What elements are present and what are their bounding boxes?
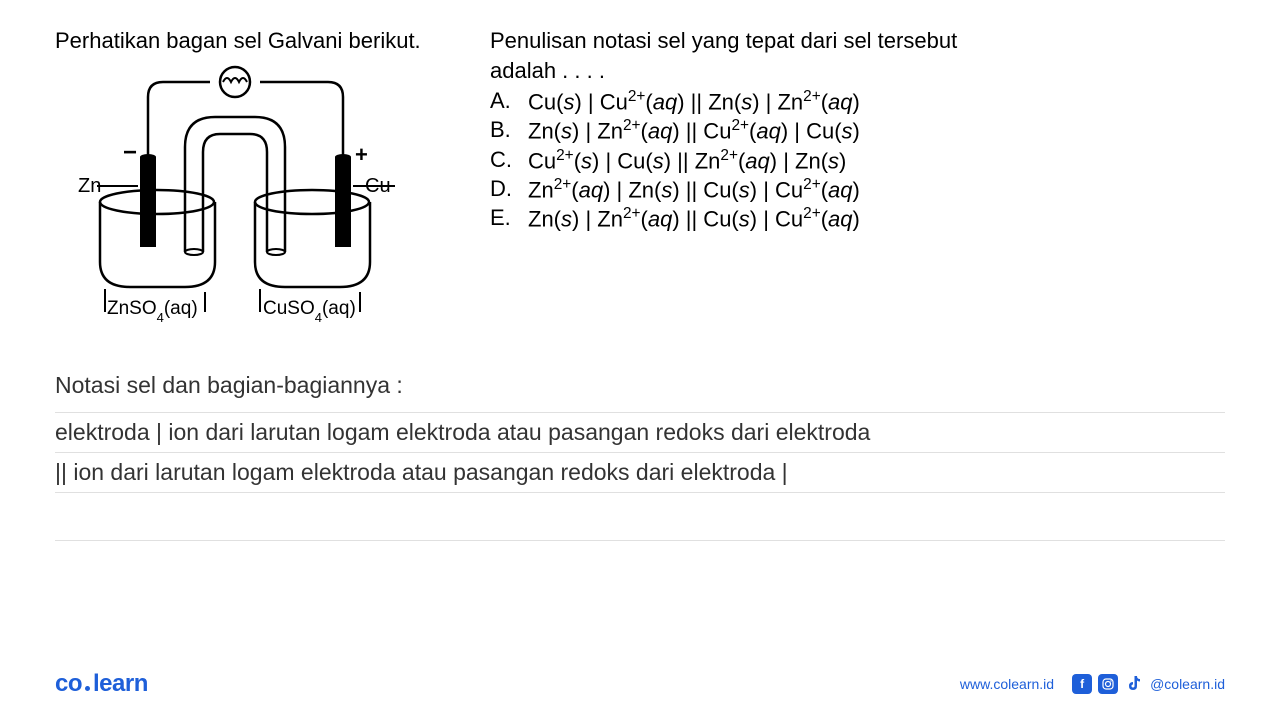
footer-right: www.colearn.id f @colearn.id [960,674,1225,694]
tiktok-icon [1124,674,1144,694]
colearn-logo: co learn [55,670,148,698]
explanation-line-1: elektroda | ion dari larutan logam elekt… [55,412,1225,453]
intro-text: Perhatikan bagan sel Galvani berikut. [55,28,475,54]
option-letter: A. [490,88,528,115]
option-letter: B. [490,117,528,144]
svg-text:+: + [355,142,368,167]
svg-text:ZnSO4(aq): ZnSO4(aq) [107,298,198,322]
option-letter: C. [490,147,528,174]
footer: co learn www.colearn.id f @colearn.id [55,670,1225,698]
explanation-line-2: || ion dari larutan logam elektroda atau… [55,452,1225,493]
galvanic-cell-diagram: Zn Cu − + ZnSO4(aq) CuSO4(aq) [55,62,415,322]
svg-text:CuSO4(aq): CuSO4(aq) [263,298,356,322]
explanation-title: Notasi sel dan bagian-bagiannya : [55,372,1225,405]
right-column: Penulisan notasi sel yang tepat dari sel… [490,28,1225,322]
option-row: D.Zn2+(aq) | Zn(s) || Cu(s) | Cu2+(aq) [490,176,1225,203]
option-text: Zn(s) | Zn2+(aq) || Cu(s) | Cu2+(aq) [528,205,1225,232]
option-text: Cu(s) | Cu2+(aq) || Zn(s) | Zn2+(aq) [528,88,1225,115]
svg-text:−: − [123,139,137,166]
logo-dot [85,686,90,691]
website-url: www.colearn.id [960,676,1054,692]
option-letter: D. [490,176,528,203]
question-prompt-1: Penulisan notasi sel yang tepat dari sel… [490,28,1225,54]
option-row: A.Cu(s) | Cu2+(aq) || Zn(s) | Zn2+(aq) [490,88,1225,115]
logo-learn: learn [93,670,148,698]
logo-co: co [55,670,82,698]
explanation-empty-line [55,493,1225,541]
option-row: C.Cu2+(s) | Cu(s) || Zn2+(aq) | Zn(s) [490,147,1225,174]
options-list: A.Cu(s) | Cu2+(aq) || Zn(s) | Zn2+(aq)B.… [490,88,1225,233]
social-icons: f @colearn.id [1072,674,1225,694]
option-text: Cu2+(s) | Cu(s) || Zn2+(aq) | Zn(s) [528,147,1225,174]
option-text: Zn(s) | Zn2+(aq) || Cu2+(aq) | Cu(s) [528,117,1225,144]
question-prompt-2: adalah . . . . [490,58,1225,84]
social-handle: @colearn.id [1150,676,1225,692]
instagram-icon [1098,674,1118,694]
left-column: Perhatikan bagan sel Galvani berikut. [55,28,475,322]
option-text: Zn2+(aq) | Zn(s) || Cu(s) | Cu2+(aq) [528,176,1225,203]
option-row: B.Zn(s) | Zn2+(aq) || Cu2+(aq) | Cu(s) [490,117,1225,144]
facebook-icon: f [1072,674,1092,694]
option-row: E.Zn(s) | Zn2+(aq) || Cu(s) | Cu2+(aq) [490,205,1225,232]
option-letter: E. [490,205,528,232]
explanation-section: Notasi sel dan bagian-bagiannya : elektr… [55,372,1225,541]
